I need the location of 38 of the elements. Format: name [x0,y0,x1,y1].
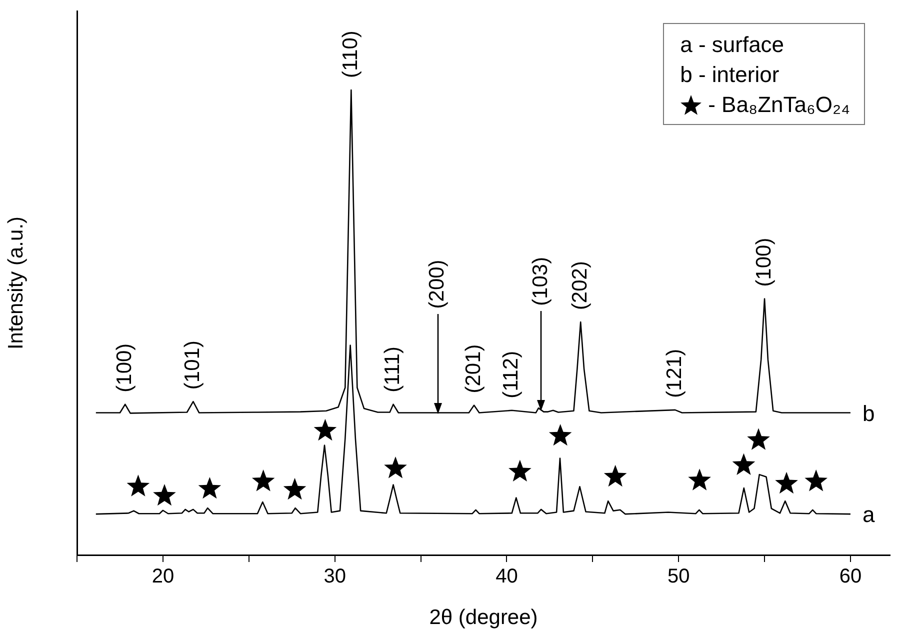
point [314,418,337,441]
annotation: (111) [381,346,404,392]
x-tick-label: 60 [839,566,862,588]
series-label: b [862,400,875,426]
point [283,478,306,500]
x-tick-label: 20 [152,566,174,588]
x-axis-title: 2θ (degree) [429,606,538,630]
legend-label: - Ba₈ZnTa₆O₂₄ [708,91,850,119]
annotation: (202) [568,261,592,310]
annotation: (112) [500,350,523,398]
x-tick-label: 40 [496,566,518,588]
point [688,468,711,490]
x-tick-label: 30 [324,566,346,588]
annotation: (101) [180,340,204,390]
annotation: (201) [462,344,485,394]
point [732,453,756,475]
annotation: (100) [752,238,776,287]
text: a - surface [680,31,786,59]
point [126,474,150,496]
point [804,470,828,492]
x-tick-label: 50 [667,566,690,588]
point [153,484,176,506]
annotation: (103) [528,256,552,306]
point [775,472,798,494]
point [384,456,407,478]
point [604,464,627,487]
annotation: (110) [338,30,362,78]
series-label: a [862,502,876,528]
point [508,460,532,482]
annotation: (200) [426,260,449,309]
point [252,470,275,492]
point [747,428,770,450]
point [198,476,222,499]
text: b - interior [680,61,780,89]
annotation: (100) [112,343,136,392]
y-axis-title: Intensity (a.u.) [4,216,28,350]
annotation: (121) [662,348,686,398]
point [548,424,572,446]
